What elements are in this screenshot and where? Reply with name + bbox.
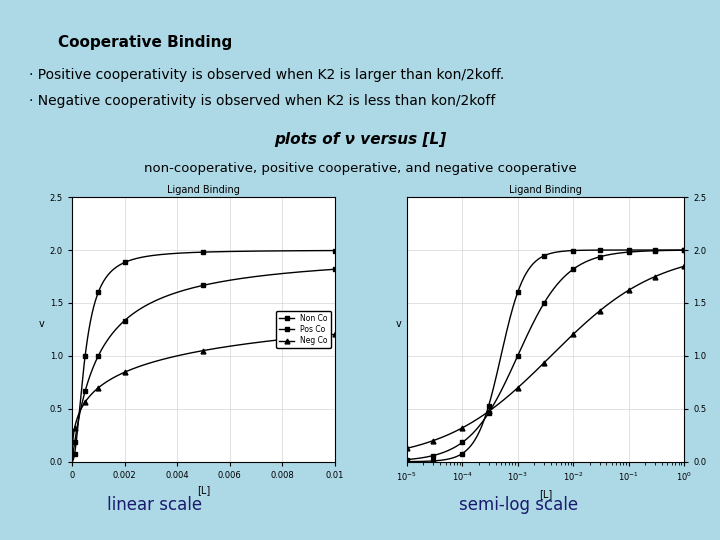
X-axis label: [L]: [L] [197, 485, 210, 495]
Y-axis label: v: v [39, 319, 45, 329]
Legend: Non Co, Pos Co, Neg Co: Non Co, Pos Co, Neg Co [276, 310, 331, 348]
Text: linear scale: linear scale [107, 496, 202, 514]
Text: Cooperative Binding: Cooperative Binding [58, 35, 232, 50]
Title: Ligand Binding: Ligand Binding [167, 185, 240, 195]
Title: Ligand Binding: Ligand Binding [509, 185, 582, 195]
Text: semi-log scale: semi-log scale [459, 496, 578, 514]
Text: · Negative cooperativity is observed when K2 is less than kon/2koff: · Negative cooperativity is observed whe… [29, 94, 495, 109]
Y-axis label: v: v [395, 319, 401, 329]
X-axis label: [L]: [L] [539, 489, 552, 498]
Text: plots of ν versus [L]: plots of ν versus [L] [274, 132, 446, 147]
Text: · Positive cooperativity is observed when K2 is larger than kon/2koff.: · Positive cooperativity is observed whe… [29, 68, 504, 82]
Text: non-cooperative, positive cooperative, and negative cooperative: non-cooperative, positive cooperative, a… [143, 162, 577, 175]
